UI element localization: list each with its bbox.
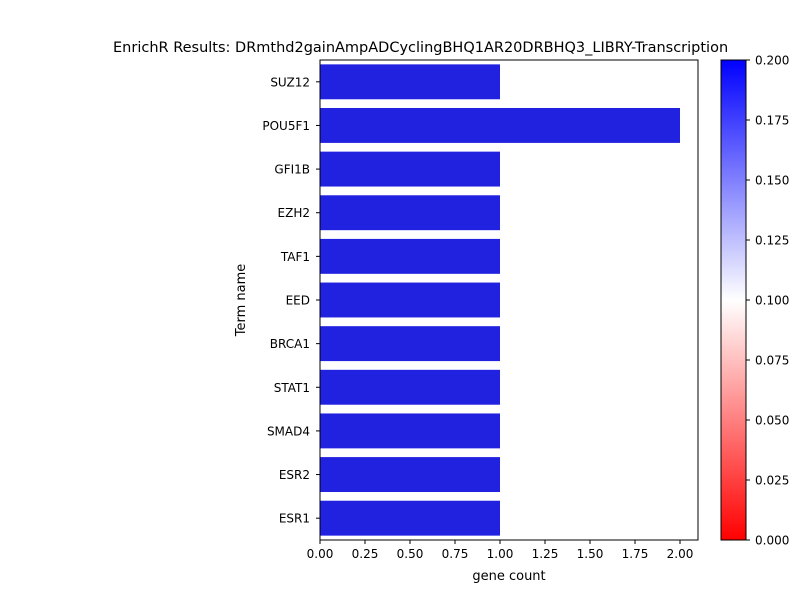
- y-tick-label: EED: [286, 294, 310, 308]
- y-tick-label: GFI1B: [274, 163, 310, 177]
- bar: [320, 151, 500, 187]
- bar: [320, 282, 500, 318]
- x-tick-label: 1.75: [622, 547, 649, 561]
- bar: [320, 326, 500, 362]
- y-tick-label: SMAD4: [267, 424, 310, 438]
- bar: [320, 108, 680, 143]
- y-tick-label: BRCA1: [270, 337, 310, 351]
- colorbar: [720, 59, 747, 541]
- bars-group: [320, 64, 680, 536]
- y-tick-label: ESR1: [279, 512, 310, 526]
- x-tick-label: 0.25: [352, 547, 379, 561]
- x-tick-label: 1.50: [577, 547, 604, 561]
- x-axis-ticks: 0.00 0.25 0.50 0.75 1.00 1.25 1.50 1.75 2.00: [307, 540, 694, 561]
- bar: [320, 238, 500, 274]
- x-tick-label: 1.00: [487, 547, 514, 561]
- bar: [320, 413, 500, 449]
- y-axis-ticks: SUZ12 POU5F1 GFI1B EZH2 TAF1 EED BRCA1 STAT1 SMA…: [262, 75, 320, 526]
- colorbar-tick-label: 0.100: [755, 294, 789, 308]
- colorbar-tick-label: 0.000: [755, 534, 789, 548]
- colorbar-tick-label: 0.125: [755, 234, 789, 248]
- y-axis-label: Term name: [234, 264, 249, 338]
- y-tick-label: STAT1: [274, 381, 310, 395]
- x-axis-label: gene count: [472, 569, 545, 584]
- x-tick-label: 0.50: [397, 547, 424, 561]
- colorbar-tick-label: 0.150: [755, 174, 789, 188]
- bar: [320, 500, 500, 536]
- x-tick-label: 0.75: [442, 547, 469, 561]
- y-tick-label: POU5F1: [262, 119, 310, 133]
- bar: [320, 195, 500, 231]
- x-tick-label: 2.00: [667, 547, 694, 561]
- chart-title: EnrichR Results: DRmthd2gainAmpADCycling…: [113, 40, 728, 56]
- y-tick-label: SUZ12: [270, 75, 310, 89]
- bar: [320, 369, 500, 405]
- bar: [320, 64, 500, 100]
- colorbar-tick-label: 0.075: [755, 354, 789, 368]
- y-tick-label: TAF1: [280, 250, 310, 264]
- y-tick-label: EZH2: [278, 206, 310, 220]
- bar: [320, 457, 500, 492]
- colorbar-tick-label: 0.050: [755, 414, 789, 428]
- colorbar-tick-label: 0.025: [755, 474, 789, 488]
- colorbar-tick-label: 0.200: [755, 54, 789, 68]
- y-tick-label: ESR2: [279, 468, 310, 482]
- colorbar-ticks: 0.000 0.025 0.050 0.075 0.100 0.125 0.150 0.175…: [746, 54, 789, 548]
- x-tick-label: 1.25: [532, 547, 559, 561]
- x-tick-label: 0.00: [307, 547, 334, 561]
- colorbar-tick-label: 0.175: [755, 114, 789, 128]
